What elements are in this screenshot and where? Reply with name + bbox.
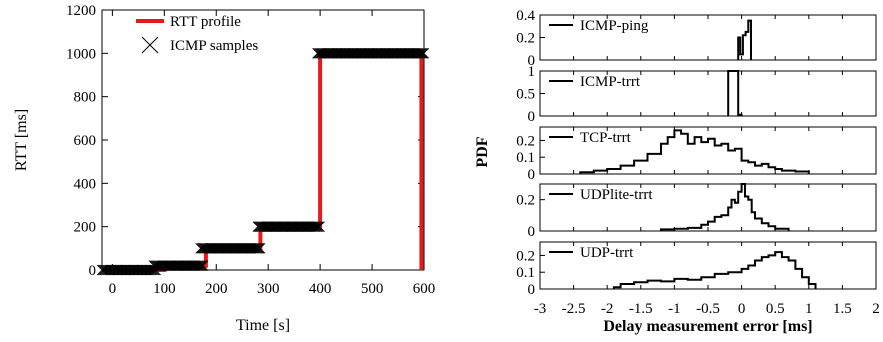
legend-swatch-icmp-samples (141, 36, 159, 54)
legend-label-icmp-samples: ICMP samples (170, 38, 258, 54)
y-tick-label: 800 (74, 90, 97, 106)
legend-label: UDP-trrt (580, 245, 634, 261)
y-tick-label: 1 (528, 64, 536, 80)
icmp-sample-marker (413, 48, 425, 59)
pdf-histogram-line (660, 183, 790, 231)
y-axis-label: RTT [ms] (13, 109, 30, 171)
pdf-histogram-line (737, 19, 752, 60)
x-tick-label: 600 (413, 281, 436, 297)
x-tick-label: 2 (872, 301, 880, 317)
x-tick-label: 0 (109, 281, 117, 297)
y-tick-label: 0 (528, 167, 536, 183)
y-tick-label: 0.2 (516, 193, 535, 209)
icmp-sample-marker (416, 48, 427, 59)
y-tick-label: 0.2 (516, 31, 535, 47)
x-axis-label: Time [s] (236, 317, 290, 334)
legend-label: ICMP-trrt (580, 74, 641, 90)
y-tick-label: 0.2 (516, 248, 535, 264)
y-tick-label: 0.1 (516, 265, 535, 281)
x-axis-label: Delay measurement error [ms] (603, 318, 812, 335)
icmp-sample-marker (415, 48, 426, 59)
icmp-sample-marker (412, 48, 424, 59)
x-tick-label: -1.5 (629, 301, 653, 317)
icmp-sample-marker (250, 243, 261, 254)
icmp-sample-marker (251, 243, 262, 254)
x-tick-label: -2.5 (562, 301, 586, 317)
y-tick-label: 600 (74, 133, 97, 149)
icmp-sample-marker (195, 260, 207, 271)
icmp-sample-marker (249, 243, 260, 254)
pdf-histogram-line (612, 251, 817, 289)
icmp-samples-markers (96, 48, 430, 276)
icmp-sample-marker (310, 221, 322, 232)
rtt-profile-line (102, 51, 424, 272)
y-tick-label: 200 (74, 220, 97, 236)
x-tick-label: 100 (153, 281, 176, 297)
x-tick-label: 1.5 (833, 301, 852, 317)
x-tick-label: -0.5 (696, 301, 720, 317)
y-tick-label: 0 (528, 109, 536, 125)
legend-label-rtt-profile: RTT profile (170, 14, 241, 30)
icmp-sample-marker (417, 48, 428, 59)
y-axis-label: PDF (474, 136, 491, 167)
icmp-sample-marker (252, 243, 264, 254)
y-tick-label: 400 (74, 176, 97, 192)
y-tick-label: 0.1 (516, 150, 535, 166)
legend-label: UDPlite-trrt (580, 187, 653, 203)
x-tick-label: -1 (668, 301, 681, 317)
x-tick-label: 500 (361, 281, 384, 297)
icmp-sample-marker (196, 260, 208, 271)
icmp-sample-marker (193, 260, 204, 271)
pdf-histogram-line (579, 129, 810, 174)
icmp-sample-marker (418, 48, 430, 59)
icmp-sample-marker (254, 243, 266, 254)
pdf-histogram-line (727, 70, 743, 116)
y-tick-label: 0 (528, 224, 536, 240)
icmp-sample-marker (309, 221, 321, 232)
icmp-sample-marker (253, 243, 265, 254)
icmp-sample-marker (197, 260, 209, 271)
y-tick-label: 0 (89, 263, 97, 279)
x-tick-label: -2 (601, 301, 614, 317)
x-tick-label: 400 (309, 281, 332, 297)
legend-label: ICMP-ping (580, 18, 649, 34)
x-tick-label: 0.5 (766, 301, 785, 317)
icmp-sample-marker (313, 221, 324, 232)
x-tick-label: 300 (257, 281, 280, 297)
y-tick-label: 0.5 (516, 87, 535, 103)
x-tick-label: -3 (534, 301, 547, 317)
y-tick-label: 0.4 (516, 8, 535, 24)
icmp-sample-marker (314, 221, 325, 232)
y-tick-label: 0.2 (516, 133, 535, 149)
icmp-sample-marker (311, 221, 323, 232)
y-tick-label: 0 (528, 282, 536, 298)
y-tick-label: 0 (528, 53, 536, 69)
legend-label: TCP-trrt (580, 130, 632, 146)
x-tick-label: 0 (738, 301, 746, 317)
x-tick-label: 200 (205, 281, 228, 297)
y-tick-label: 1200 (66, 3, 96, 19)
icmp-sample-marker (194, 260, 205, 271)
icmp-sample-marker (308, 221, 320, 232)
x-tick-label: 1 (805, 301, 813, 317)
y-tick-label: 1000 (66, 46, 96, 62)
icmp-sample-marker (192, 260, 203, 271)
